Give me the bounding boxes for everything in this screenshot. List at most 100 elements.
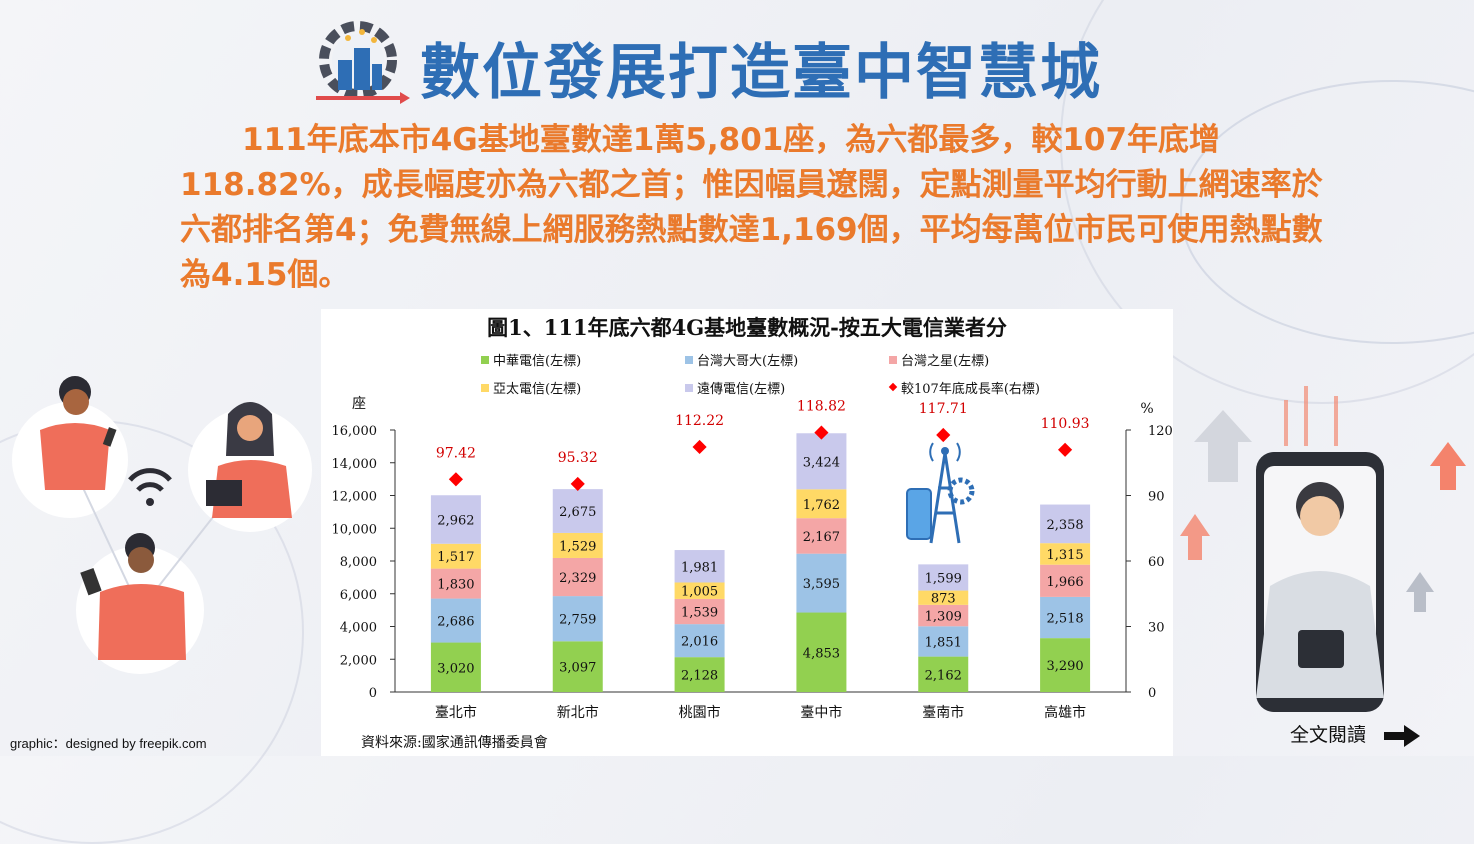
bar-segment: [674, 657, 725, 692]
bar-value-label: 1,966: [1046, 575, 1083, 590]
read-more-link[interactable]: 全文閱讀: [1290, 720, 1421, 747]
summary-paragraph: 111年底本市4G基地臺數達1萬5,801座，為六都最多，較107年底增118.…: [180, 122, 1323, 293]
legend: 中華電信(左標) 台灣大哥大(左標) 台灣之星(左標) 亞太電信(左標) 遠傳電…: [481, 354, 1040, 397]
category-label: 臺南市: [922, 704, 964, 721]
bar-segment: [674, 550, 725, 583]
category-label: 桃園市: [679, 704, 721, 721]
bar-segment: [552, 489, 603, 533]
legend-item-cht: 中華電信(左標): [481, 354, 581, 369]
bar-segment: [796, 433, 847, 490]
bar-segment: [552, 596, 603, 642]
bar-value-label: 3,424: [803, 455, 840, 470]
bar-segment: [918, 564, 969, 591]
bar-segment: [552, 532, 603, 558]
svg-text:中華電信(左標): 中華電信(左標): [493, 354, 581, 369]
legend-item-twm: 台灣大哥大(左標): [685, 354, 798, 369]
growth-value-label: 95.32: [558, 450, 598, 466]
bar-value-label: 1,851: [925, 635, 962, 650]
man-phone-illustration: [1180, 386, 1466, 712]
bar-segment: [430, 495, 481, 544]
bar-segment: [674, 624, 725, 658]
bar-value-label: 1,529: [559, 539, 596, 554]
bar-segment: [918, 656, 969, 692]
bar-value-label: 3,097: [559, 661, 596, 676]
bar-segment: [430, 642, 481, 692]
bar-segment: [1040, 596, 1091, 639]
bar-value-label: 1,005: [681, 585, 718, 600]
bar-value-label: 2,686: [437, 615, 474, 630]
legend-item-tstar: 台灣之星(左標): [889, 354, 989, 369]
bar-value-label: 2,962: [437, 514, 474, 529]
cell-tower-icon: [906, 442, 975, 544]
bar-segment: [552, 557, 603, 597]
bar-value-label: 1,309: [925, 610, 962, 625]
bar-segment: [1040, 638, 1091, 692]
right-tick-label: 0: [1148, 686, 1156, 701]
left-tick-label: 0: [369, 686, 377, 701]
bar-value-label: 2,167: [803, 530, 840, 545]
bar-value-label: 2,128: [681, 669, 718, 684]
bar-value-label: 4,853: [803, 646, 840, 661]
bar-segment: [430, 598, 481, 643]
growth-marker: [692, 439, 707, 455]
bar-segment: [796, 518, 847, 554]
svg-text:遠傳電信(左標): 遠傳電信(左標): [697, 382, 785, 397]
legend-item-fet: 遠傳電信(左標): [685, 382, 785, 397]
right-tick-label: 120: [1148, 424, 1173, 439]
bar-segment: [674, 598, 725, 625]
bar-value-label: 2,329: [559, 571, 596, 586]
bar-segment: [430, 568, 481, 599]
bars-group: 3,020 2,686 1,830 1,517 2,962 3,097 2,759 2,329…: [430, 433, 1091, 692]
chart-title: 圖1、111年底六都4G基地臺數概況-按五大電信業者分: [487, 315, 1007, 340]
svg-text:亞太電信(左標): 亞太電信(左標): [493, 382, 581, 397]
bar-segment: [918, 604, 969, 627]
left-tick-label: 6,000: [340, 588, 377, 603]
bar-value-label: 3,290: [1046, 659, 1083, 674]
left-tick-label: 4,000: [340, 621, 377, 636]
left-axis-ticks: 0 2,000 4,000 6,000 8,000 10,000 12,000 14,000 1…: [332, 424, 395, 701]
chart-panel: 圖1、111年底六都4G基地臺數概況-按五大電信業者分 中華電信(左標) 台灣大…: [321, 309, 1173, 756]
svg-text:台灣大哥大(左標): 台灣大哥大(左標): [697, 354, 798, 369]
left-tick-label: 16,000: [332, 424, 378, 439]
bar-value-label: 1,981: [681, 560, 718, 575]
growth-value-label: 110.93: [1041, 416, 1090, 432]
bar-value-label: 3,595: [803, 577, 840, 592]
svg-text:較107年底成長率(右標): 較107年底成長率(右標): [901, 381, 1040, 397]
bar-segment: [430, 543, 481, 569]
bar-value-label: 2,518: [1046, 612, 1083, 627]
arrow-right-icon: [1384, 725, 1421, 747]
right-axis-ticks: 0 30 60 90 120: [1126, 424, 1173, 701]
bar-value-label: 1,315: [1046, 548, 1083, 563]
bar-value-label: 2,759: [559, 613, 596, 628]
bar-segment: [918, 626, 969, 657]
category-label: 新北市: [557, 704, 599, 721]
legend-item-aptg: 亞太電信(左標): [481, 382, 581, 397]
growth-value-label: 118.82: [797, 399, 846, 415]
bar-value-label: 2,358: [1046, 518, 1083, 533]
left-tick-label: 2,000: [340, 653, 377, 668]
bar-value-label: 2,675: [559, 505, 596, 520]
right-tick-label: 30: [1148, 621, 1165, 636]
growth-value-label: 117.71: [919, 401, 968, 417]
growth-marker: [936, 427, 951, 443]
left-tick-label: 8,000: [340, 555, 377, 570]
legend-item-growth: 較107年底成長率(右標): [888, 381, 1040, 397]
growth-value-label: 112.22: [675, 413, 724, 429]
growth-marker: [570, 476, 585, 491]
bar-segment: [674, 582, 725, 599]
bar-value-label: 1,762: [803, 498, 840, 513]
bar-segment: [1040, 543, 1091, 565]
growth-marker: [1058, 442, 1073, 457]
bar-value-label: 1,517: [437, 550, 474, 565]
right-axis-unit: %: [1140, 401, 1153, 417]
gear-city-icon: [316, 21, 410, 104]
source-note: 資料來源:國家通訊傳播委員會: [361, 734, 548, 751]
right-tick-label: 90: [1148, 490, 1165, 505]
bar-segment: [796, 612, 847, 692]
growth-marker: [448, 472, 463, 487]
left-tick-label: 14,000: [332, 457, 378, 472]
bar-segment: [552, 641, 603, 692]
image-credit: graphic：designed by freepik.com: [10, 736, 207, 751]
left-tick-label: 12,000: [332, 490, 378, 505]
bar-value-label: 1,830: [437, 578, 474, 593]
